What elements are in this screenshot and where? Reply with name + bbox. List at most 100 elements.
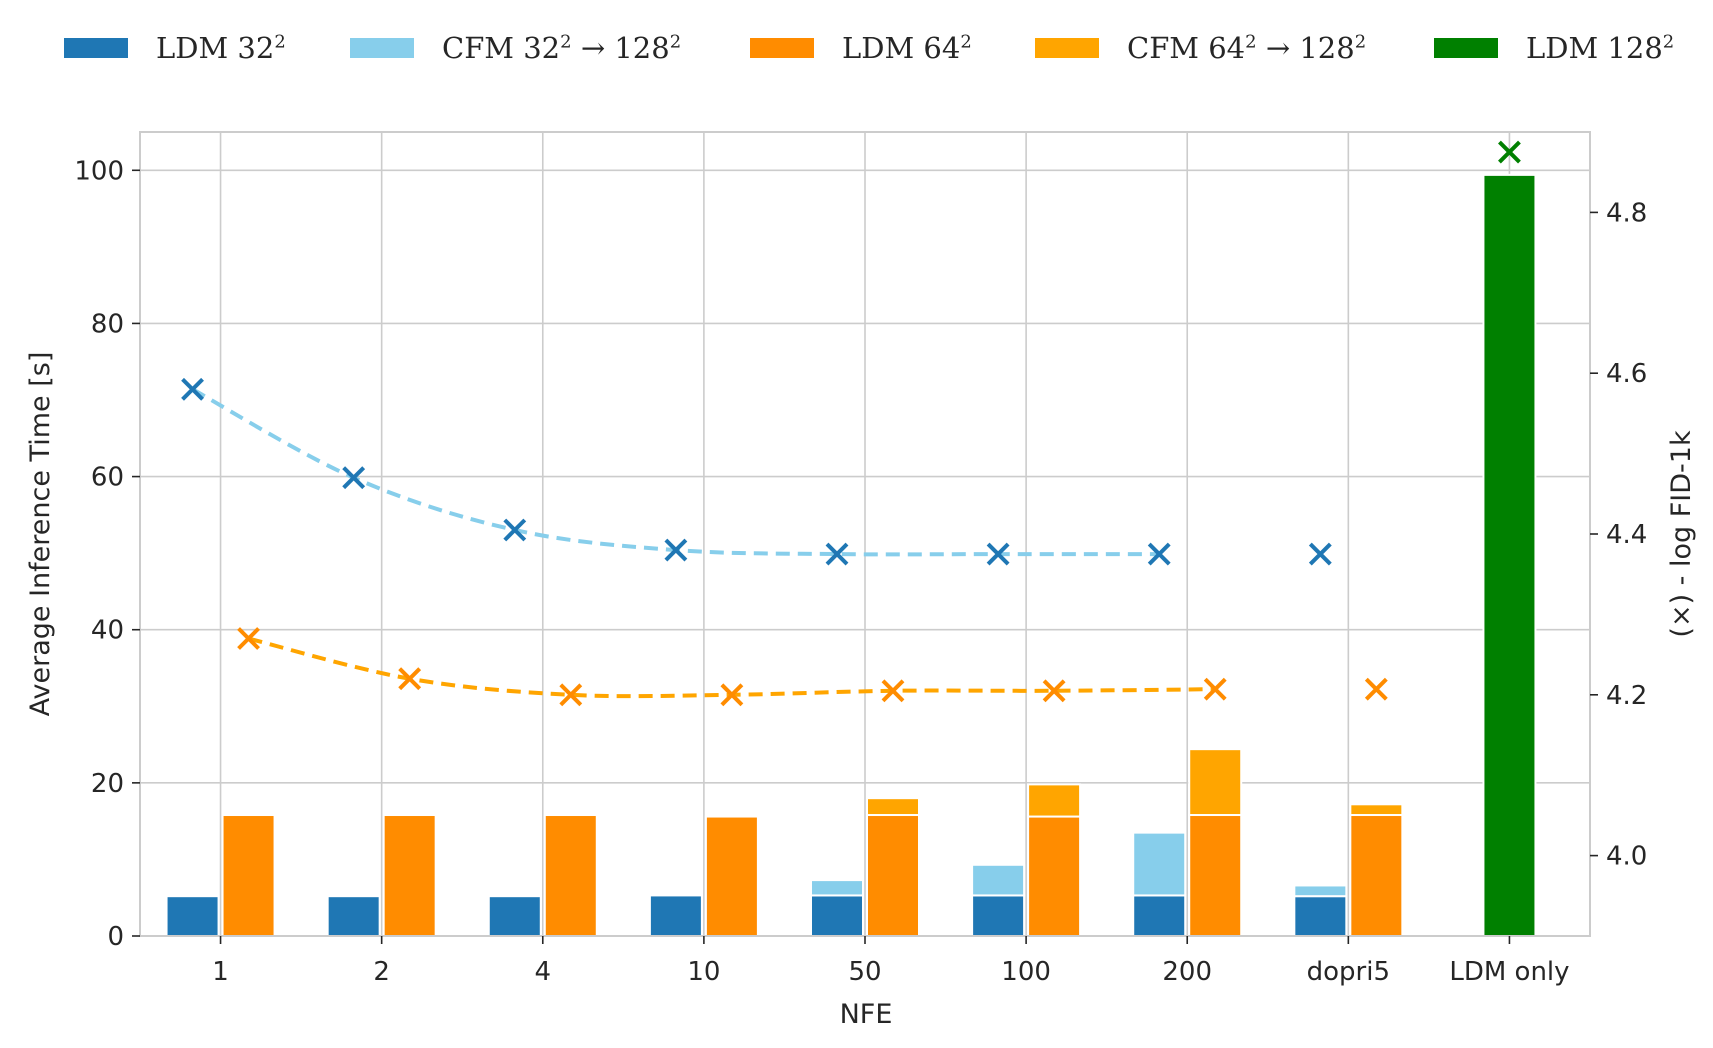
bar xyxy=(971,894,1026,937)
marker-stroke xyxy=(1042,679,1066,703)
bar xyxy=(1349,803,1404,817)
fid-marker xyxy=(1203,677,1227,701)
marker-stroke xyxy=(181,377,204,401)
marker-stroke xyxy=(1308,542,1332,566)
legend-prefix: LDM xyxy=(1526,31,1599,65)
bar xyxy=(1293,884,1348,898)
legend-swatch xyxy=(1434,38,1498,58)
marker-stroke xyxy=(986,542,1010,566)
bar xyxy=(648,894,703,937)
fid-marker xyxy=(720,683,744,707)
legend-item: LDM 322 xyxy=(64,18,286,78)
legend-sup: 2 xyxy=(274,31,286,53)
y-tick-label: 40 xyxy=(91,616,124,646)
bar xyxy=(971,863,1026,897)
legend-prefix: LDM xyxy=(842,31,915,65)
bar xyxy=(1482,173,1537,937)
legend-label: LDM 322 xyxy=(156,31,286,65)
fid-marker xyxy=(237,627,260,650)
x-tick-label: 50 xyxy=(848,957,881,987)
fid-marker xyxy=(503,518,527,542)
legend-label: CFM 642 → 1282 xyxy=(1127,31,1366,65)
y2-tick-label: 4.6 xyxy=(1606,359,1647,389)
y2-tick-label: 4.8 xyxy=(1606,198,1647,228)
bar xyxy=(221,814,276,938)
y2-tick-label: 4.4 xyxy=(1606,520,1647,550)
legend-arrow: → xyxy=(580,31,606,65)
marker-stroke xyxy=(1147,542,1171,566)
bar xyxy=(810,894,864,937)
y-axis-label: Average Inference Time [s] xyxy=(25,352,56,717)
y2-axis-label: (×) - log FID-1k xyxy=(1666,430,1697,638)
legend-label: CFM 322 → 1282 xyxy=(442,31,681,65)
fid-marker xyxy=(342,466,366,490)
fid-marker xyxy=(1308,542,1332,566)
fid-marker xyxy=(881,679,905,703)
x-tick-label: 4 xyxy=(535,957,552,987)
axes: 0 20 40 60 80 100 4.0 4.2 4.4 4.6 4.8 1 2 4 10 50 100 200… xyxy=(74,131,1647,987)
bar xyxy=(543,814,598,938)
legend-target_sup: 2 xyxy=(669,31,682,53)
bar xyxy=(1188,748,1243,817)
legend: LDM 322 CFM 322 → 1282 LDM 642 CFM 642 → 12… xyxy=(0,18,1713,78)
marker-stroke xyxy=(664,538,688,562)
legend-target_base: 128 xyxy=(1299,31,1355,65)
fid-markers xyxy=(181,140,1521,707)
marker-stroke xyxy=(559,683,583,707)
marker-stroke xyxy=(398,667,422,691)
y-tick-label: 80 xyxy=(91,309,124,339)
y-tick-label: 0 xyxy=(107,922,124,952)
fid-marker xyxy=(398,667,422,691)
legend-swatch xyxy=(1035,38,1099,58)
grid xyxy=(140,132,1590,937)
bar xyxy=(326,895,381,938)
fid-marker xyxy=(825,542,849,566)
legend-prefix: LDM xyxy=(156,31,229,65)
legend-prefix: CFM xyxy=(442,31,515,65)
bar xyxy=(1027,783,1082,818)
legend-item: CFM 642 → 1282 xyxy=(1035,18,1366,78)
bar xyxy=(810,879,864,897)
bar xyxy=(1027,815,1082,938)
legend-target_base: 128 xyxy=(614,31,670,65)
marker-stroke xyxy=(237,627,260,650)
x-tick-label: 10 xyxy=(687,957,720,987)
x-axis-label: NFE xyxy=(840,999,893,1030)
x-tick-label: dopri5 xyxy=(1307,957,1390,987)
y-tick-label: 100 xyxy=(74,156,124,186)
legend-base: 32 xyxy=(237,31,275,65)
x-tick-label: 2 xyxy=(373,957,390,987)
x-tick-label: 200 xyxy=(1162,957,1212,987)
legend-swatch xyxy=(350,38,414,58)
fid-marker xyxy=(1364,677,1388,701)
legend-swatch xyxy=(750,38,814,58)
legend-arrow: → xyxy=(1265,31,1291,65)
bar xyxy=(866,797,920,817)
y2-tick-label: 4.2 xyxy=(1606,681,1647,711)
marker-stroke xyxy=(342,466,366,490)
bar xyxy=(1349,814,1404,938)
legend-item: CFM 322 → 1282 xyxy=(350,18,681,78)
y-tick-label: 20 xyxy=(91,769,124,799)
marker-stroke xyxy=(1364,677,1388,701)
bar xyxy=(487,895,542,938)
legend-item: LDM 1282 xyxy=(1434,18,1674,78)
legend-swatch xyxy=(64,38,128,58)
marker-stroke xyxy=(881,679,905,703)
fid-marker xyxy=(664,538,688,562)
x-tick-label: 1 xyxy=(212,957,229,987)
fid-marker xyxy=(1042,679,1066,703)
legend-label: LDM 1282 xyxy=(1526,31,1674,65)
marker-stroke xyxy=(720,683,744,707)
fid-marker xyxy=(986,542,1010,566)
legend-label: LDM 642 xyxy=(842,31,972,65)
legend-target_sup: 2 xyxy=(1354,31,1367,53)
fid-marker xyxy=(559,683,583,707)
marker-stroke xyxy=(1498,140,1521,164)
legend-sup: 2 xyxy=(1662,31,1675,53)
x-tick-label: 100 xyxy=(1001,957,1051,987)
legend-sup: 2 xyxy=(960,31,972,53)
bars xyxy=(165,173,1537,938)
legend-base: 64 xyxy=(1208,31,1246,65)
